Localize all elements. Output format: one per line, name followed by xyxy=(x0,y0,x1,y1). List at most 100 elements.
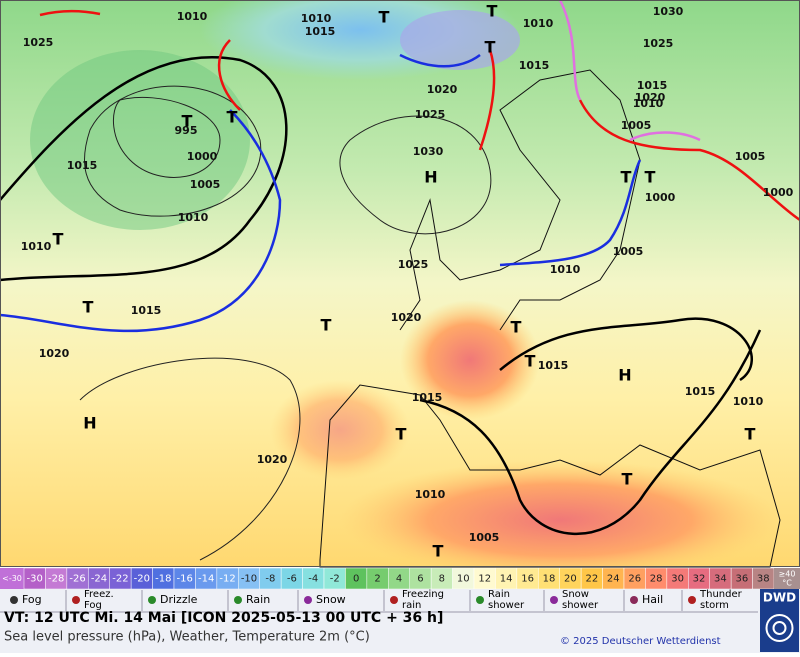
scale-label: -20 xyxy=(134,574,150,585)
isobar-label: 1005 xyxy=(621,119,652,132)
copyright: © 2025 Deutscher Wetterdienst xyxy=(560,636,721,647)
scale-label: -30 xyxy=(27,574,43,585)
pressure-center: T xyxy=(745,425,756,444)
cold-front xyxy=(499,159,642,267)
scale-cell xyxy=(774,568,800,589)
isobar-label: 1015 xyxy=(637,79,668,92)
scale-label: -2 xyxy=(330,574,340,585)
legend-icon xyxy=(688,596,696,604)
legend-label: Snow shower xyxy=(562,589,599,611)
legend-icon xyxy=(72,596,80,604)
legend-label: Drizzle xyxy=(160,593,198,606)
scale-label: -10 xyxy=(241,574,257,585)
legend-icon xyxy=(476,596,484,604)
isobar xyxy=(112,96,221,178)
scale-label: -14 xyxy=(198,574,214,585)
isobar-label: 995 xyxy=(175,124,198,137)
scale-unit: °C xyxy=(782,579,792,588)
logo-swirl xyxy=(765,614,794,642)
coastline xyxy=(399,69,641,331)
legend-panel xyxy=(0,589,800,653)
isobar-label: 1000 xyxy=(187,150,218,163)
scale-label: 10 xyxy=(457,574,470,585)
legend-icon xyxy=(390,596,398,604)
scale-label: 2 xyxy=(374,574,380,585)
scale-label: ≥40 xyxy=(779,570,796,579)
legend: Fog Freez. Fog Drizzle Rain Snow Freezing rain R… xyxy=(10,589,743,611)
pressure-center: H xyxy=(83,414,96,433)
legend-icon xyxy=(148,596,156,604)
isobar-label: 1025 xyxy=(415,108,446,121)
isobar xyxy=(339,115,492,235)
isobar-label: 1005 xyxy=(190,178,221,191)
isobar-label: 1010 xyxy=(633,97,664,110)
scale-label: 18 xyxy=(543,574,556,585)
scale-label: 38 xyxy=(757,574,770,585)
pressure-center: T xyxy=(525,352,536,371)
scale-label: 36 xyxy=(735,574,748,585)
scale-label: -12 xyxy=(219,574,235,585)
isobar-label: 1010 xyxy=(301,12,332,25)
isobar-label: 1010 xyxy=(178,211,209,224)
scale-label: 14 xyxy=(500,574,513,585)
isobar-label: 1025 xyxy=(643,37,674,50)
pressure-center: T xyxy=(485,38,496,57)
isobar-label: 1010 xyxy=(21,240,52,253)
scale-label: 12 xyxy=(478,574,491,585)
occluded-front xyxy=(558,0,582,101)
scale-label: -26 xyxy=(69,574,85,585)
scale-label: 8 xyxy=(439,574,445,585)
isobar-label: 1010 xyxy=(523,17,554,30)
isobar-label: 1030 xyxy=(653,5,684,18)
legend-label: Freez. Fog xyxy=(84,589,114,611)
isobar-label: 1020 xyxy=(635,91,666,104)
isobar-label: 1020 xyxy=(257,453,288,466)
scale-label: 30 xyxy=(671,574,684,585)
isobar-label: 1010 xyxy=(550,263,581,276)
scale-label: 16 xyxy=(521,574,534,585)
scale-label: -16 xyxy=(177,574,193,585)
isobar xyxy=(419,329,762,535)
temperature-scale: <-30 -30 -28 -26 -24 -22 -20 -18 -16 -14 -12 -10 -8-… xyxy=(0,567,800,590)
isobar-label: 1025 xyxy=(23,36,54,49)
scale-label: -8 xyxy=(265,574,275,585)
legend-label: Freezing rain xyxy=(402,589,444,611)
pressure-center: T xyxy=(396,425,407,444)
isobar-label: 1025 xyxy=(398,258,429,271)
isobar-label: 1005 xyxy=(735,150,766,163)
scale-label: -24 xyxy=(91,574,107,585)
pressure-center: H xyxy=(618,366,631,385)
scale-label: 26 xyxy=(628,574,641,585)
legend-icon xyxy=(550,596,558,604)
isobar-label: 1010 xyxy=(415,488,446,501)
scale-label: 20 xyxy=(564,574,577,585)
isobar-label: 1000 xyxy=(645,191,676,204)
green-area xyxy=(30,50,250,230)
pressure-center: T xyxy=(182,112,193,131)
pressure-center: T xyxy=(53,230,64,249)
logo-swirl xyxy=(772,621,787,635)
cold-core xyxy=(400,10,520,70)
legend-label: Fog xyxy=(22,593,42,606)
legend-label: Hail xyxy=(642,593,663,606)
scale-label: -22 xyxy=(112,574,128,585)
occluded-front xyxy=(629,131,701,142)
scale-label: -4 xyxy=(308,574,318,585)
scale-label: 4 xyxy=(396,574,402,585)
pressure-center: T xyxy=(83,298,94,317)
warm-area xyxy=(400,300,540,420)
scale-label: 22 xyxy=(585,574,598,585)
isobar-label: 1015 xyxy=(67,159,98,172)
isobar-label: 1000 xyxy=(763,186,794,199)
legend-icon xyxy=(630,596,638,604)
scale-cell xyxy=(0,568,24,589)
legend-icon xyxy=(10,596,18,604)
isobar-label: 1020 xyxy=(427,83,458,96)
warm-area xyxy=(270,380,410,480)
cold-front xyxy=(399,53,481,68)
isobar-label: 1020 xyxy=(391,311,422,324)
isobar xyxy=(0,55,288,282)
